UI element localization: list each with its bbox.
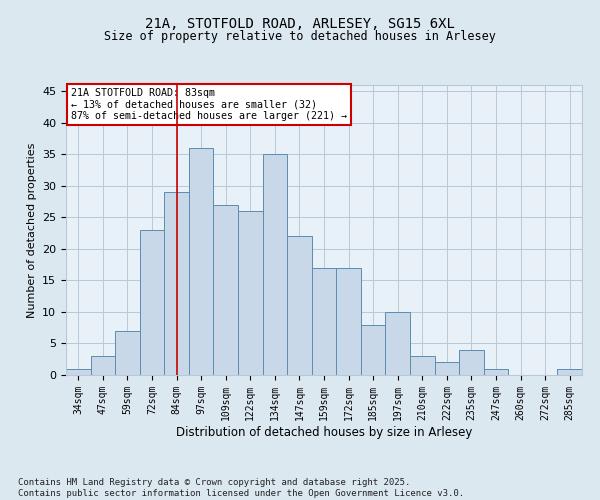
Bar	[214, 205, 238, 375]
Bar	[287, 236, 312, 375]
Bar	[189, 148, 214, 375]
Bar	[484, 368, 508, 375]
Bar	[312, 268, 336, 375]
Bar	[140, 230, 164, 375]
Text: 21A STOTFOLD ROAD: 83sqm
← 13% of detached houses are smaller (32)
87% of semi-d: 21A STOTFOLD ROAD: 83sqm ← 13% of detach…	[71, 88, 347, 121]
Bar	[66, 368, 91, 375]
Y-axis label: Number of detached properties: Number of detached properties	[26, 142, 37, 318]
Bar	[164, 192, 189, 375]
Bar	[459, 350, 484, 375]
Text: Size of property relative to detached houses in Arlesey: Size of property relative to detached ho…	[104, 30, 496, 43]
Bar	[361, 324, 385, 375]
Bar	[263, 154, 287, 375]
Bar	[557, 368, 582, 375]
Bar	[410, 356, 434, 375]
X-axis label: Distribution of detached houses by size in Arlesey: Distribution of detached houses by size …	[176, 426, 472, 438]
Bar	[336, 268, 361, 375]
Text: Contains HM Land Registry data © Crown copyright and database right 2025.
Contai: Contains HM Land Registry data © Crown c…	[18, 478, 464, 498]
Bar	[91, 356, 115, 375]
Bar	[238, 211, 263, 375]
Text: 21A, STOTFOLD ROAD, ARLESEY, SG15 6XL: 21A, STOTFOLD ROAD, ARLESEY, SG15 6XL	[145, 18, 455, 32]
Bar	[385, 312, 410, 375]
Bar	[434, 362, 459, 375]
Bar	[115, 331, 140, 375]
